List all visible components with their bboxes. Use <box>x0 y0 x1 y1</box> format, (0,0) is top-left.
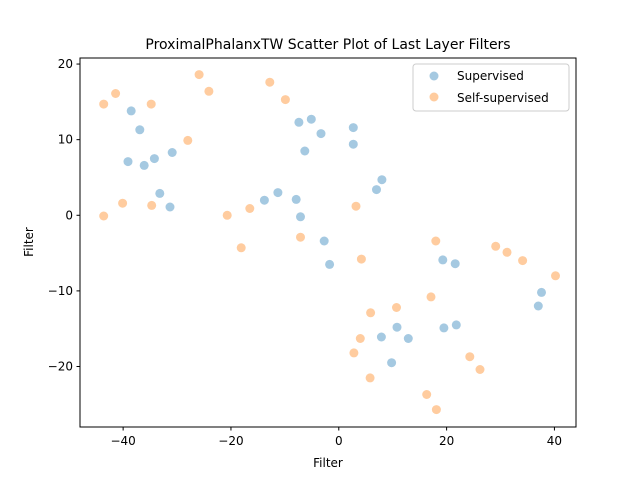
point-self-supervised <box>111 89 121 98</box>
point-supervised <box>319 236 329 246</box>
legend-marker-self-supervised <box>429 92 439 102</box>
point-supervised <box>372 185 381 195</box>
point-supervised <box>291 194 301 204</box>
x-axis-label: Filter <box>313 456 343 470</box>
point-supervised <box>537 287 546 297</box>
point-self-supervised <box>222 210 232 220</box>
chart-title: ProximalPhalanxTW Scatter Plot of Last L… <box>145 37 510 53</box>
point-self-supervised <box>351 201 361 211</box>
x-tick-label: 20 <box>439 434 454 448</box>
x-tick-label: −20 <box>218 434 243 448</box>
point-supervised <box>165 202 175 212</box>
point-self-supervised <box>265 77 275 87</box>
point-self-supervised <box>392 303 401 312</box>
point-self-supervised <box>426 292 436 302</box>
x-tick-label: −40 <box>110 434 135 448</box>
point-self-supervised <box>194 70 204 80</box>
y-tick-label: 20 <box>58 57 73 71</box>
points-layer <box>99 70 560 415</box>
point-supervised <box>306 114 316 124</box>
point-supervised <box>392 322 402 332</box>
point-supervised <box>135 125 145 135</box>
point-self-supervised <box>518 256 528 266</box>
point-supervised <box>316 129 326 139</box>
legend-label-supervised: Supervised <box>457 69 524 83</box>
point-self-supervised <box>349 348 359 358</box>
y-axis-label: Filter <box>22 227 36 257</box>
point-supervised <box>377 175 387 185</box>
y-tick-label: −20 <box>48 360 73 374</box>
point-supervised <box>294 117 304 127</box>
x-axis: −40 −20 0 20 40 <box>110 427 562 448</box>
point-supervised <box>273 188 283 198</box>
point-supervised <box>450 259 460 269</box>
point-self-supervised <box>99 211 109 221</box>
point-self-supervised <box>475 365 485 374</box>
point-supervised <box>149 154 159 164</box>
point-supervised <box>403 334 413 343</box>
y-tick-label: −10 <box>48 284 73 298</box>
point-supervised <box>387 358 397 368</box>
point-supervised <box>126 106 136 116</box>
point-supervised <box>533 301 543 311</box>
point-supervised <box>325 259 335 269</box>
point-supervised <box>348 139 358 149</box>
point-supervised <box>348 123 358 133</box>
point-supervised <box>259 195 269 205</box>
point-self-supervised <box>236 243 246 253</box>
point-self-supervised <box>365 373 375 383</box>
y-tick-label: 10 <box>58 133 73 147</box>
legend-box <box>412 63 570 112</box>
legend: Supervised Self-supervised <box>412 63 570 112</box>
point-self-supervised <box>491 241 501 251</box>
point-supervised <box>167 148 177 157</box>
point-self-supervised <box>296 232 305 242</box>
point-self-supervised <box>99 99 109 109</box>
point-supervised <box>376 332 386 342</box>
point-supervised <box>296 212 305 222</box>
point-self-supervised <box>280 95 290 105</box>
point-supervised <box>155 188 165 198</box>
x-tick-label: 0 <box>335 434 343 448</box>
y-tick-label: 0 <box>65 208 73 222</box>
point-supervised <box>451 320 461 330</box>
point-supervised <box>139 160 149 170</box>
point-self-supervised <box>118 198 128 208</box>
legend-label-self-supervised: Self-supervised <box>457 91 549 105</box>
point-supervised <box>438 255 448 265</box>
point-self-supervised <box>431 405 441 415</box>
point-self-supervised <box>551 271 560 281</box>
point-self-supervised <box>147 200 157 210</box>
point-supervised <box>439 323 449 333</box>
x-tick-label: 40 <box>547 434 562 448</box>
point-self-supervised <box>431 236 441 246</box>
point-self-supervised <box>422 390 432 399</box>
legend-marker-supervised <box>429 71 439 81</box>
point-self-supervised <box>245 204 255 213</box>
point-self-supervised <box>183 135 193 145</box>
point-self-supervised <box>355 334 365 343</box>
point-self-supervised <box>502 247 512 257</box>
point-self-supervised <box>366 308 376 318</box>
point-supervised <box>123 157 133 167</box>
point-supervised <box>300 146 310 156</box>
point-self-supervised <box>146 99 156 109</box>
point-self-supervised <box>465 352 475 362</box>
y-axis: −20 −10 0 10 20 <box>48 57 80 374</box>
point-self-supervised <box>356 254 366 264</box>
plot-frame <box>79 57 577 428</box>
point-self-supervised <box>204 86 214 96</box>
